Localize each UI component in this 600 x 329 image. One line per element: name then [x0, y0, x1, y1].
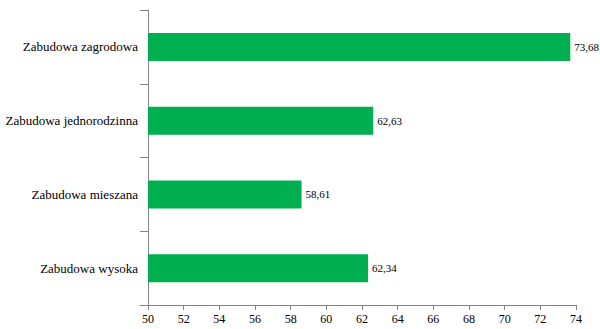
svg-text:56: 56 — [249, 312, 261, 326]
svg-text:58,61: 58,61 — [306, 188, 331, 200]
svg-text:Zabudowa wysoka: Zabudowa wysoka — [40, 261, 138, 276]
svg-text:52: 52 — [178, 312, 190, 326]
svg-text:62,63: 62,63 — [377, 115, 402, 127]
svg-text:Zabudowa zagrodowa: Zabudowa zagrodowa — [23, 39, 138, 54]
svg-text:62,34: 62,34 — [372, 262, 397, 274]
svg-text:54: 54 — [213, 312, 225, 326]
svg-text:70: 70 — [499, 312, 511, 326]
svg-text:50: 50 — [142, 312, 154, 326]
svg-text:73,68: 73,68 — [574, 41, 599, 53]
svg-text:66: 66 — [427, 312, 439, 326]
svg-text:62: 62 — [356, 312, 368, 326]
svg-text:Zabudowa mieszana: Zabudowa mieszana — [32, 187, 139, 202]
svg-text:60: 60 — [320, 312, 332, 326]
svg-text:Zabudowa jednorodzinna: Zabudowa jednorodzinna — [6, 113, 139, 128]
svg-text:68: 68 — [463, 312, 475, 326]
svg-text:72: 72 — [534, 312, 546, 326]
svg-text:58: 58 — [285, 312, 297, 326]
svg-text:74: 74 — [570, 312, 582, 326]
svg-text:64: 64 — [392, 312, 404, 326]
